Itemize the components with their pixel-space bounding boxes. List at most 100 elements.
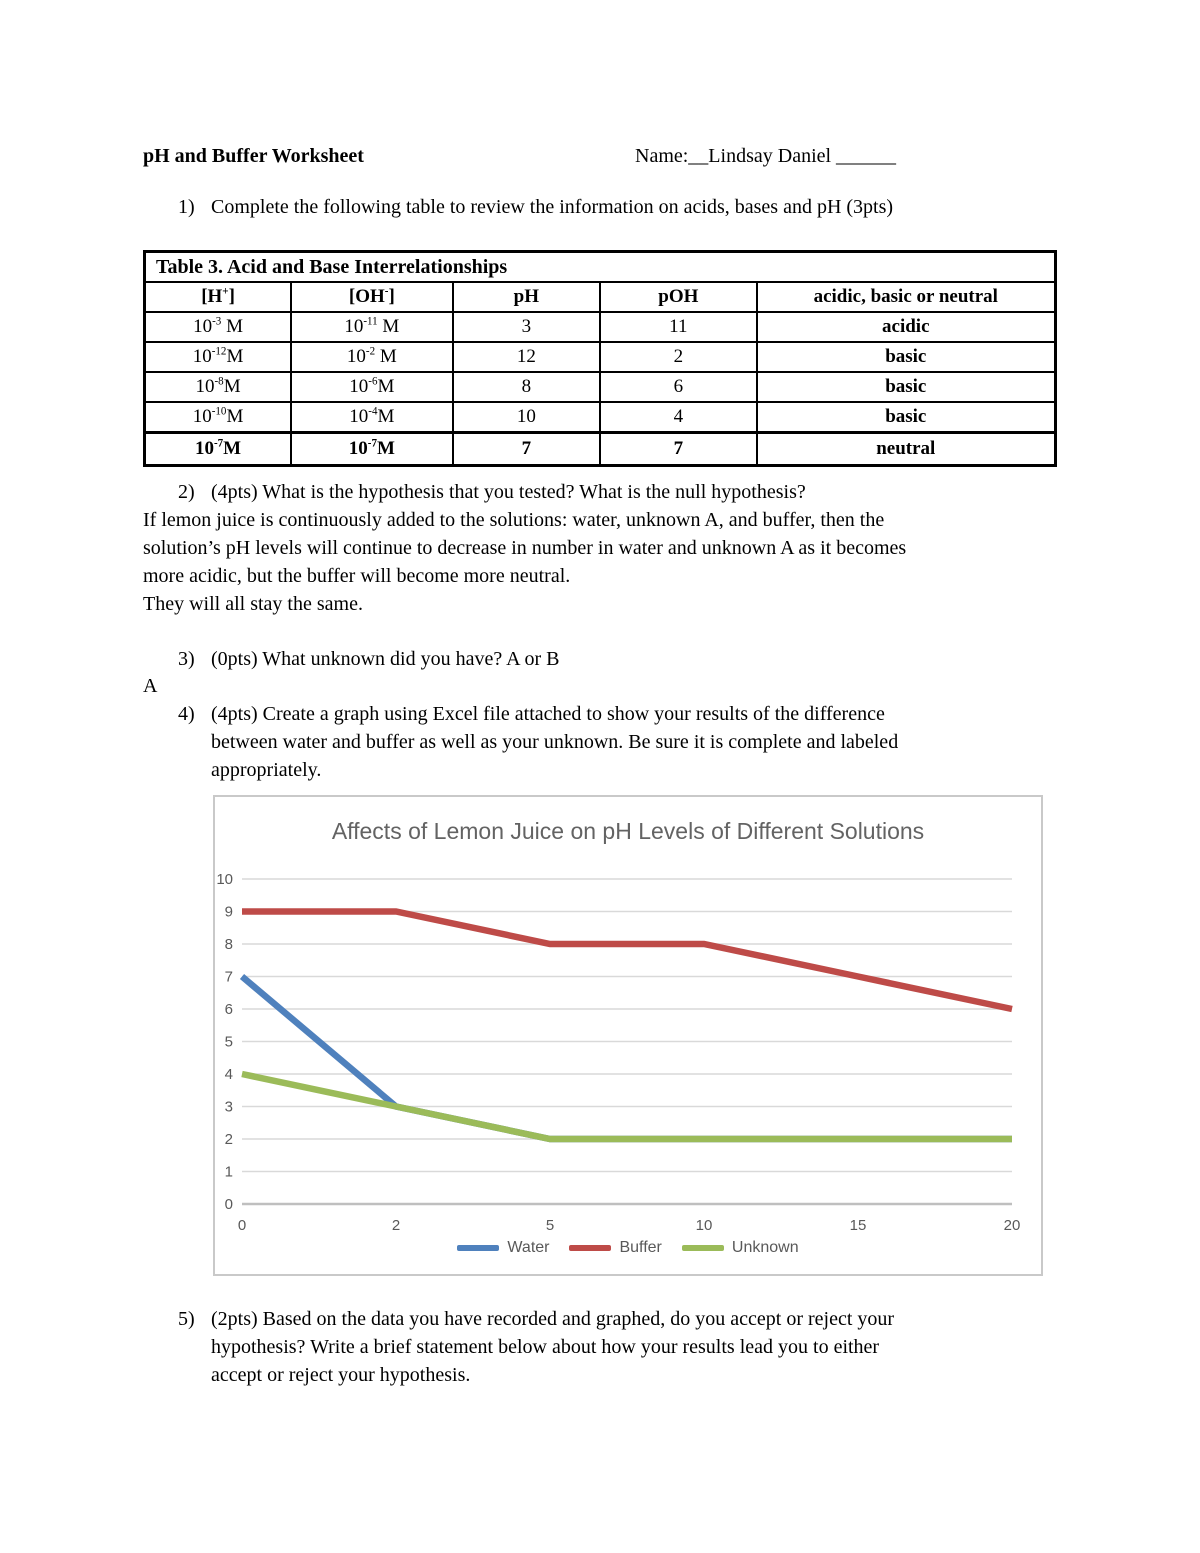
ph-cell: 7 (451, 431, 602, 467)
answer-line: If lemon juice is continuously added to … (143, 509, 885, 531)
page-title: pH and Buffer Worksheet (143, 145, 364, 167)
classification-cell: basic (755, 371, 1057, 403)
classification-cell: acidic (755, 311, 1057, 343)
column-header: pOH (599, 281, 758, 313)
question-5-number: 5) (178, 1308, 195, 1330)
classification-cell: basic (755, 401, 1057, 434)
y-tick-label: 0 (225, 1196, 233, 1213)
table-row: 10-8M 10-6M 8 6 basic (143, 371, 1057, 403)
x-tick-label: 10 (696, 1217, 713, 1234)
question-2-answer: If lemon juice is continuously added to … (143, 506, 1057, 618)
poh-cell: 6 (599, 371, 758, 403)
oh-concentration-cell: 10-6M (290, 371, 454, 403)
legend-swatch-buffer (569, 1245, 612, 1251)
student-name-line: Name:__Lindsay Daniel ______ (635, 145, 897, 167)
y-tick-label: 1 (225, 1164, 233, 1181)
question-2-number: 2) (178, 481, 195, 503)
y-tick-label: 9 (225, 904, 233, 921)
x-tick-label: 20 (1004, 1217, 1021, 1234)
y-tick-label: 2 (225, 1131, 233, 1148)
table-row: 10-7M 10-7M 7 7 neutral (143, 431, 1057, 467)
legend-item-buffer: Buffer (569, 1239, 662, 1257)
question-3-answer: A (143, 675, 158, 697)
answer-line: solution’s pH levels will continue to de… (143, 537, 907, 559)
h-concentration-cell: 10-8M (143, 371, 293, 403)
question-5-line: accept or reject your hypothesis. (211, 1364, 471, 1386)
excel-chart: Affects of Lemon Juice on pH Levels of D… (213, 795, 1043, 1276)
question-4-number: 4) (178, 703, 195, 725)
poh-cell: 11 (599, 311, 758, 343)
ph-cell: 12 (451, 341, 602, 373)
legend-item-unknown: Unknown (681, 1239, 799, 1257)
acid-base-table-wrap: Table 3. Acid and Base Interrelationship… (143, 250, 1057, 467)
legend-label: Buffer (619, 1239, 662, 1256)
table-row: 10-12M 10-2 M 12 2 basic (143, 341, 1057, 373)
legend-swatch-unknown (681, 1245, 724, 1251)
question-4-line: (4pts) Create a graph using Excel file a… (211, 703, 885, 725)
chart-legend: Water Buffer Unknown (215, 1239, 1041, 1257)
question-1: 1) Complete the following table to revie… (143, 193, 1057, 221)
column-header: pH (451, 281, 602, 313)
acid-base-table: Table 3. Acid and Base Interrelationship… (143, 250, 1057, 467)
h-concentration-cell: 10-3 M (143, 311, 293, 343)
oh-concentration-cell: 10-4M (290, 401, 454, 434)
question-2: 2) (4pts) What is the hypothesis that yo… (143, 478, 1057, 506)
column-header: acidic, basic or neutral (755, 281, 1057, 313)
question-5: 5) (2pts) Based on the data you have rec… (143, 1305, 1057, 1389)
title-row: pH and Buffer Worksheet Name:__Lindsay D… (143, 145, 1057, 173)
series-line-buffer (242, 908, 1013, 1013)
question-5-line: hypothesis? Write a brief statement belo… (211, 1336, 880, 1358)
y-tick-label: 10 (216, 871, 233, 888)
h-concentration-cell: 10-10M (143, 401, 293, 434)
ph-cell: 8 (451, 371, 602, 403)
y-tick-label: 6 (225, 1001, 233, 1018)
oh-concentration-cell: 10-7M (290, 431, 454, 467)
x-tick-label: 15 (850, 1217, 867, 1234)
answer-line: They will all stay the same. (143, 593, 363, 615)
h-concentration-cell: 10-7M (143, 431, 293, 467)
x-tick-label: 5 (546, 1217, 554, 1234)
ph-cell: 10 (451, 401, 602, 434)
question-1-text: Complete the following table to review t… (211, 196, 894, 218)
y-tick-label: 4 (225, 1066, 233, 1083)
h-concentration-cell: 10-12M (143, 341, 293, 373)
classification-cell: basic (755, 341, 1057, 373)
column-header: [OH-] (290, 281, 454, 313)
question-3-number: 3) (178, 648, 195, 670)
oh-concentration-cell: 10-11 M (290, 311, 454, 343)
classification-cell: neutral (755, 431, 1057, 467)
legend-item-water: Water (457, 1239, 549, 1257)
question-4-line: appropriately. (211, 759, 322, 781)
ph-cell: 3 (451, 311, 602, 343)
answer-line: more acidic, but the buffer will become … (143, 565, 571, 587)
question-5-line: (2pts) Based on the data you have record… (211, 1308, 895, 1330)
table-caption-row: Table 3. Acid and Base Interrelationship… (143, 250, 1057, 283)
question-2-text: (4pts) What is the hypothesis that you t… (211, 481, 806, 503)
y-tick-label: 3 (225, 1099, 233, 1116)
y-tick-label: 8 (225, 936, 233, 953)
question-3-text: (0pts) What unknown did you have? A or B (211, 648, 560, 670)
chart-title: Affects of Lemon Juice on pH Levels of D… (331, 818, 925, 844)
question-3: 3) (0pts) What unknown did you have? A o… (143, 645, 1057, 673)
x-tick-label: 0 (238, 1217, 246, 1234)
chart-plot-area: 0 1 2 3 4 5 6 7 8 9 10 0 2 5 10 15 20 (216, 871, 1021, 1234)
table-row: 10-3 M 10-11 M 3 11 acidic (143, 311, 1057, 343)
series-line-water (239, 974, 1012, 1143)
x-tick-label: 2 (392, 1217, 400, 1234)
poh-cell: 4 (599, 401, 758, 434)
question-1-number: 1) (178, 196, 195, 218)
oh-concentration-cell: 10-2 M (290, 341, 454, 373)
y-tick-label: 7 (225, 969, 233, 986)
table-caption: Table 3. Acid and Base Interrelationship… (143, 250, 1057, 283)
legend-label: Water (507, 1239, 550, 1256)
table-header-row: [H+] [OH-] pH pOH acidic, basic or neutral (143, 281, 1057, 313)
question-4: 4) (4pts) Create a graph using Excel fil… (143, 700, 1057, 784)
y-tick-label: 5 (225, 1034, 233, 1051)
series-line-unknown (241, 1070, 1012, 1143)
legend-label: Unknown (731, 1239, 799, 1256)
poh-cell: 7 (599, 431, 758, 467)
column-header: [H+] (143, 281, 293, 313)
legend-swatch-water (457, 1245, 500, 1251)
table-row: 10-10M 10-4M 10 4 basic (143, 401, 1057, 434)
